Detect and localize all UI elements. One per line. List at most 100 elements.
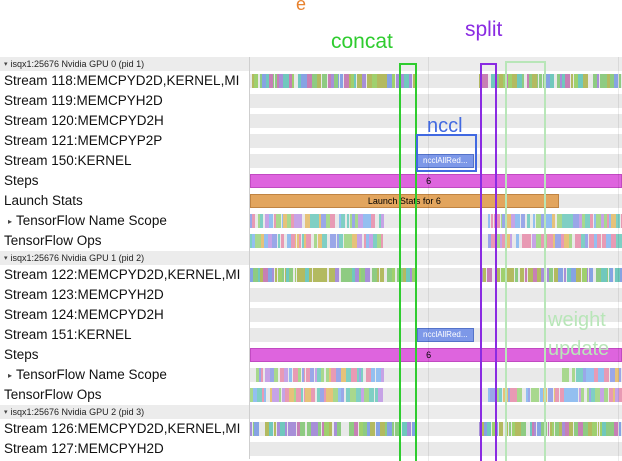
trace-slice[interactable] — [353, 74, 357, 88]
trace-slice[interactable] — [364, 234, 366, 248]
collapse-arrow-icon[interactable]: ▾ — [4, 255, 8, 262]
trace-slice[interactable] — [282, 74, 285, 88]
trace-slice[interactable] — [495, 74, 500, 88]
trace-slice[interactable] — [316, 74, 322, 88]
trace-slice[interactable] — [293, 422, 297, 436]
trace-slice[interactable] — [333, 422, 337, 436]
trace-slice[interactable] — [371, 268, 377, 282]
trace-slice[interactable] — [321, 422, 325, 436]
trace-slice[interactable] — [516, 388, 522, 402]
row-label[interactable]: ▸ TensorFlow Name Scope — [0, 365, 250, 385]
trace-slice[interactable] — [301, 268, 306, 282]
trace-slice[interactable] — [602, 422, 606, 436]
trace-slice[interactable] — [534, 422, 537, 436]
trace-slice[interactable] — [497, 422, 499, 436]
trace-slice[interactable] — [329, 268, 332, 282]
trace-slice[interactable] — [512, 74, 518, 88]
trace-slice[interactable] — [565, 368, 569, 382]
trace-slice[interactable] — [262, 388, 264, 402]
trace-slice[interactable] — [581, 268, 587, 282]
trace-slice[interactable] — [564, 388, 569, 402]
trace-slice[interactable] — [412, 74, 416, 88]
trace-slice[interactable] — [330, 368, 336, 382]
trace-slice[interactable] — [409, 74, 413, 88]
trace-slice[interactable] — [570, 74, 574, 88]
trace-slice[interactable] — [274, 268, 278, 282]
trace-slice[interactable] — [264, 214, 270, 228]
trace-slice[interactable] — [326, 388, 330, 402]
trace-slice[interactable] — [500, 234, 503, 248]
trace-slice[interactable] — [568, 388, 574, 402]
trace-slice[interactable] — [250, 268, 253, 282]
trace-slice[interactable] — [371, 74, 374, 88]
trace-slice[interactable] — [600, 214, 604, 228]
trace-slice[interactable] — [515, 234, 520, 248]
trace-slice[interactable] — [597, 422, 600, 436]
process-header-label[interactable]: ▾ isqx1:25676 Nvidia GPU 2 (pid 3) — [0, 405, 250, 419]
trace-slice[interactable] — [379, 268, 384, 282]
trace-slice[interactable] — [380, 422, 385, 436]
trace-slice[interactable] — [376, 268, 380, 282]
trace-slice[interactable] — [585, 234, 589, 248]
trace-slice[interactable] — [609, 214, 612, 228]
trace-slice[interactable] — [305, 268, 310, 282]
trace-slice[interactable] — [301, 368, 304, 382]
trace-slice[interactable] — [563, 268, 567, 282]
trace-slice[interactable] — [259, 368, 262, 382]
trace-slice[interactable] — [599, 74, 604, 88]
trace-slice[interactable] — [502, 234, 507, 248]
trace-slice[interactable] — [603, 74, 607, 88]
trace-slice[interactable] — [350, 388, 354, 402]
trace-slice[interactable] — [296, 422, 300, 436]
trace-slice[interactable] — [606, 234, 611, 248]
trace-slice[interactable] — [488, 234, 491, 248]
trace-slice[interactable] — [528, 74, 532, 88]
trace-slice[interactable] — [257, 214, 261, 228]
trace-slice[interactable] — [584, 214, 590, 228]
trace-slice[interactable] — [499, 74, 504, 88]
trace-slice[interactable] — [498, 214, 501, 228]
trace-slice[interactable] — [534, 388, 540, 402]
trace-slice[interactable] — [619, 388, 622, 402]
trace-slice[interactable] — [306, 422, 311, 436]
trace-slice[interactable] — [583, 422, 589, 436]
trace-slice[interactable] — [298, 368, 302, 382]
trace-slice[interactable] — [356, 234, 363, 248]
trace-slice[interactable] — [335, 268, 339, 282]
trace-slice[interactable] — [486, 268, 492, 282]
trace-slice[interactable] — [592, 422, 598, 436]
trace-slice[interactable] — [260, 214, 264, 228]
trace-slice[interactable] — [272, 74, 275, 88]
trace-slice[interactable] — [367, 214, 371, 228]
trace-slice[interactable] — [507, 388, 510, 402]
trace-slice[interactable] — [391, 74, 396, 88]
trace-slice[interactable] — [305, 234, 312, 248]
trace-slice[interactable] — [297, 74, 302, 88]
trace-slice[interactable] — [354, 268, 359, 282]
trace-slice[interactable] — [573, 422, 578, 436]
trace-slice[interactable] — [293, 368, 298, 382]
trace-slice[interactable] — [337, 422, 341, 436]
trace-slice[interactable] — [332, 388, 338, 402]
trace-slice[interactable] — [365, 368, 371, 382]
trace-slice[interactable] — [361, 368, 364, 382]
trace-slice[interactable] — [618, 74, 622, 88]
trace-slice[interactable] — [573, 214, 579, 228]
trace-slice[interactable] — [269, 74, 273, 88]
trace-slice[interactable] — [257, 388, 262, 402]
trace-slice[interactable] — [514, 268, 519, 282]
trace-slice[interactable] — [409, 268, 413, 282]
trace-slice[interactable] — [610, 268, 613, 282]
trace-slice[interactable] — [314, 368, 317, 382]
trace-slice[interactable] — [359, 268, 361, 282]
trace-slice[interactable] — [557, 214, 559, 228]
collapse-arrow-icon[interactable]: ▾ — [4, 409, 8, 416]
trace-slice[interactable] — [593, 74, 597, 88]
trace-slice[interactable] — [334, 234, 337, 248]
trace-slice[interactable] — [567, 214, 573, 228]
trace-slice[interactable] — [482, 74, 488, 88]
trace-slice[interactable] — [293, 214, 298, 228]
trace-slice[interactable] — [332, 268, 336, 282]
trace-slice[interactable] — [378, 388, 383, 402]
trace-slice[interactable] — [586, 268, 589, 282]
